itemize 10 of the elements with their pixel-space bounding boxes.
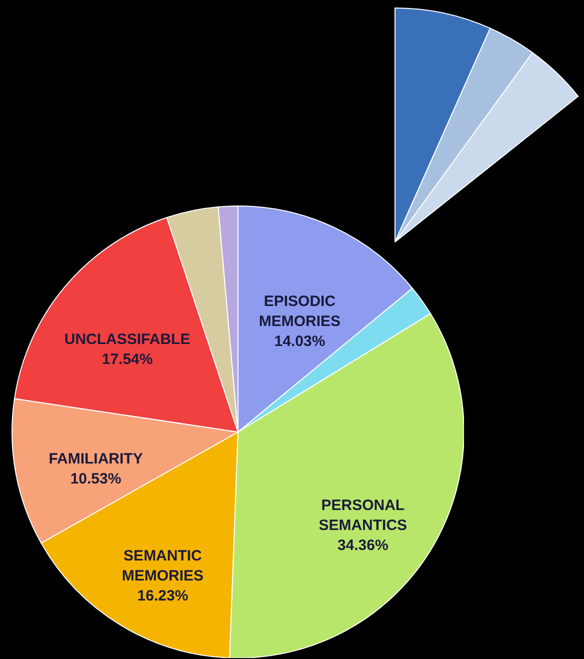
slice-label: UNCLASSIFABLE xyxy=(64,330,190,348)
slice-label: SEMANTIC MEMORIES xyxy=(122,548,204,585)
data-label: 34.36% xyxy=(337,536,388,554)
slice-label: PERSONAL SEMANTICS xyxy=(318,496,408,534)
slice-label: FAMILIARITY xyxy=(48,450,143,468)
data-label: 16.23% xyxy=(137,588,188,605)
data-label: 17.54% xyxy=(102,350,153,368)
data-label: 10.53% xyxy=(70,470,122,488)
data-label: 14.03% xyxy=(274,333,326,350)
slice-label: EPISODIC MEMORIES xyxy=(258,293,341,330)
